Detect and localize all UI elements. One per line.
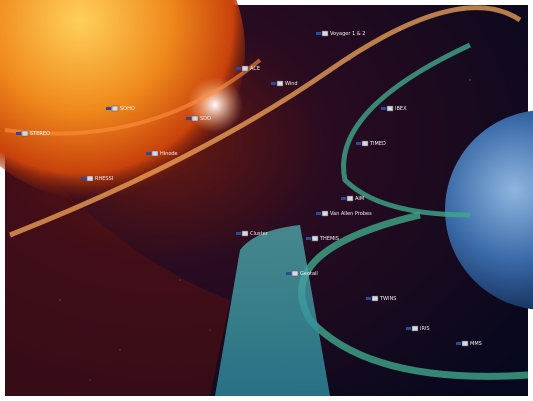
solar-panel [316,32,321,35]
solar-panel [271,82,276,85]
solar-panel [456,342,461,345]
satellite [151,150,159,157]
magnetotail [215,225,330,396]
satellite [21,130,29,137]
satellite [461,340,469,347]
satellite [241,230,249,237]
satellite [86,175,94,182]
satellite [311,235,319,242]
satellite-label: Geotail [300,271,318,277]
satellite-label: Cluster [250,231,269,237]
solar-panel [316,212,321,215]
satellite-label: IBEX [395,106,407,112]
flare [187,77,243,133]
satellite-label: AIM [355,196,364,202]
satellite-label: SOHO [120,106,135,112]
solar-panel [286,272,291,275]
satellite-label: IRIS [420,326,430,332]
solar-panel [236,67,241,70]
satellite-label: Wind [285,81,298,87]
satellite-label: TWINS [379,296,396,302]
satellite-label: TIMED [369,141,386,147]
solar-panel [81,177,86,180]
sun-orbit-band [4,58,262,136]
solar-panel [406,327,411,330]
solar-panel [106,107,111,110]
satellite [321,210,329,217]
satellite-label: RHESSI [95,176,113,182]
satellite [371,295,379,302]
satellite [241,65,249,72]
satellite [346,195,354,202]
solar-panel [366,297,371,300]
solar-panel [341,197,346,200]
satellite-label: MMS [470,341,482,347]
satellite-label: ACE [250,66,260,72]
satellite [291,270,299,277]
solar-panel [236,232,241,235]
earth-orbit [341,42,472,218]
solar-panel [381,107,386,110]
satellite-label: SDO [200,116,211,122]
satellite [361,140,369,147]
satellite [276,80,284,87]
sun-orbit-band [9,5,522,238]
satellite [191,115,199,122]
satellite-label: Hinode [160,151,178,157]
satellite-label: Van Allen Probes [330,211,372,217]
satellite-label: THEMIS [319,236,339,242]
satellite [321,30,329,37]
satellite-label: Voyager 1 & 2 [330,31,365,37]
earth [445,110,533,310]
solar-panel [16,132,21,135]
solar-panel [146,152,151,155]
corona-glow [5,130,230,396]
satellite [386,105,394,112]
solar-panel [306,237,311,240]
satellite [111,105,119,112]
satellite [411,325,419,332]
solar-panel [356,142,361,145]
satellite-label: STEREO [30,131,50,137]
solar-panel [186,117,191,120]
labels: Voyager 1 & 2 STEREO SOHO ACE Wind Hinode SDO R… [16,30,482,347]
sun [0,0,245,200]
